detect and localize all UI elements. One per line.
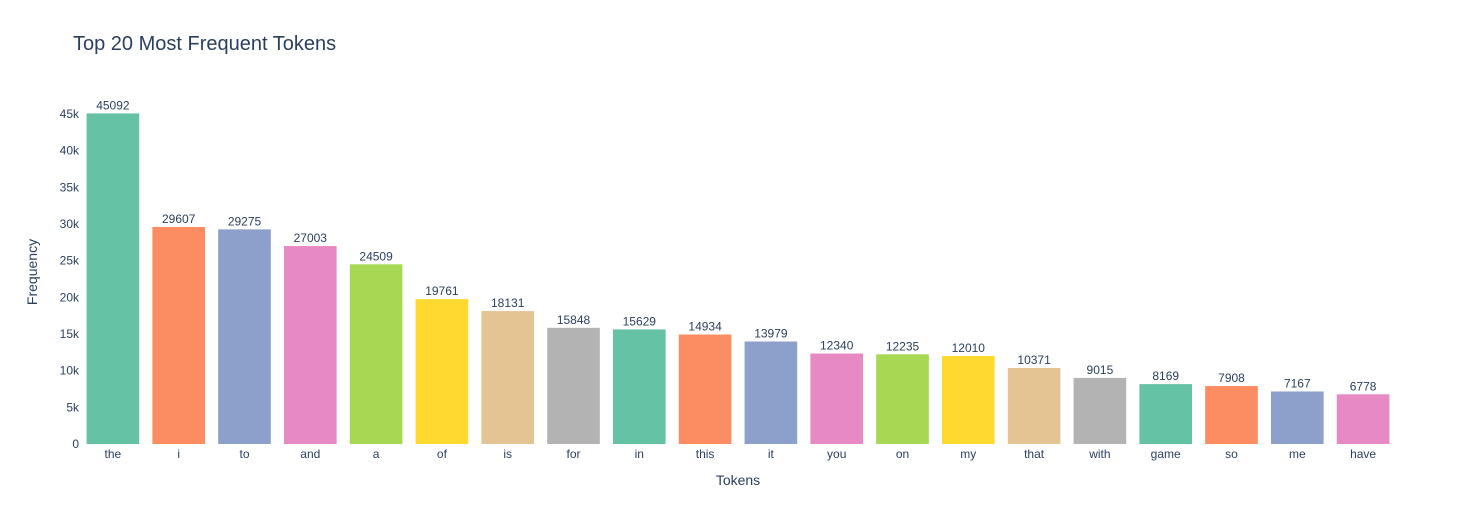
y-tick-label: 25k xyxy=(60,254,80,268)
x-axis-ticks: the i to and a of is for in this it you on my that with… xyxy=(105,447,1377,461)
x-tick-label: this xyxy=(696,447,715,461)
x-tick-label: me xyxy=(1289,447,1306,461)
data-label: 7167 xyxy=(1284,376,1311,390)
chart-title: Top 20 Most Frequent Tokens xyxy=(73,33,336,55)
bar-on xyxy=(876,354,929,444)
bar-you xyxy=(810,353,864,444)
y-tick-label: 20k xyxy=(60,290,80,304)
bar-my xyxy=(941,355,995,444)
bar-is xyxy=(481,311,535,444)
bar-a xyxy=(349,264,403,444)
data-label: 7908 xyxy=(1218,371,1245,385)
data-label: 12010 xyxy=(952,341,986,355)
data-label: 19761 xyxy=(425,284,459,298)
data-label: 9015 xyxy=(1087,363,1114,377)
y-tick-label: 35k xyxy=(60,180,80,194)
data-label: 29607 xyxy=(162,212,196,226)
data-label: 24509 xyxy=(359,249,393,263)
bar-i xyxy=(152,226,206,444)
x-tick-label: i xyxy=(177,447,180,461)
x-tick-label: of xyxy=(437,447,448,461)
data-label: 6778 xyxy=(1350,379,1377,393)
data-label: 18131 xyxy=(491,296,525,310)
y-tick-label: 5k xyxy=(66,400,80,414)
bar-and xyxy=(283,246,337,444)
y-tick-label: 15k xyxy=(60,327,80,341)
x-tick-label: my xyxy=(960,447,976,461)
x-tick-label: and xyxy=(300,447,320,461)
y-tick-label: 45k xyxy=(60,107,80,121)
data-label: 15629 xyxy=(623,314,657,328)
bar-it xyxy=(744,341,798,444)
data-label: 27003 xyxy=(294,231,328,245)
x-tick-label: to xyxy=(239,447,249,461)
bar-so xyxy=(1205,386,1258,444)
x-tick-label: it xyxy=(768,447,775,461)
x-tick-label: in xyxy=(635,447,644,461)
x-tick-label: is xyxy=(503,447,512,461)
bar-to xyxy=(218,229,271,444)
y-axis-label: Frequency xyxy=(24,239,40,305)
bar-of xyxy=(415,299,469,444)
x-tick-label: so xyxy=(1225,447,1238,461)
data-label: 15848 xyxy=(557,313,591,327)
data-label: 10371 xyxy=(1017,353,1051,367)
bar-me xyxy=(1270,391,1324,444)
bar-for xyxy=(547,327,600,444)
x-tick-label: the xyxy=(105,447,122,461)
x-axis-label: Tokens xyxy=(716,472,760,488)
x-tick-label: you xyxy=(827,447,846,461)
x-tick-label: on xyxy=(896,447,909,461)
x-tick-label: game xyxy=(1151,447,1181,461)
y-axis-ticks: 0 5k 10k 15k 20k 25k 30k 35k 40k 45k xyxy=(60,107,80,451)
x-tick-label: for xyxy=(566,447,580,461)
bar-in xyxy=(612,329,666,444)
y-tick-label: 0 xyxy=(72,437,79,451)
data-label: 14934 xyxy=(688,320,722,334)
bar-have xyxy=(1336,394,1390,444)
data-label: 29275 xyxy=(228,214,262,228)
bar-game xyxy=(1139,384,1193,444)
y-tick-label: 10k xyxy=(60,364,80,378)
bar-that xyxy=(1007,367,1061,444)
y-tick-label: 30k xyxy=(60,217,80,231)
bar-the xyxy=(86,113,140,444)
data-label: 8169 xyxy=(1152,369,1179,383)
bar-this xyxy=(678,334,732,444)
x-tick-label: a xyxy=(373,447,380,461)
x-tick-label: have xyxy=(1350,447,1376,461)
x-tick-label: with xyxy=(1088,447,1110,461)
bar-with xyxy=(1073,377,1127,444)
bars-group xyxy=(86,113,1390,444)
data-label: 12235 xyxy=(886,339,920,353)
data-label: 45092 xyxy=(96,98,130,112)
data-label: 13979 xyxy=(754,327,788,341)
y-tick-label: 40k xyxy=(60,144,80,158)
data-label: 12340 xyxy=(820,339,854,353)
data-labels-group: 45092 29607 29275 27003 24509 19761 18131 15848… xyxy=(96,98,1377,393)
x-tick-label: that xyxy=(1024,447,1045,461)
